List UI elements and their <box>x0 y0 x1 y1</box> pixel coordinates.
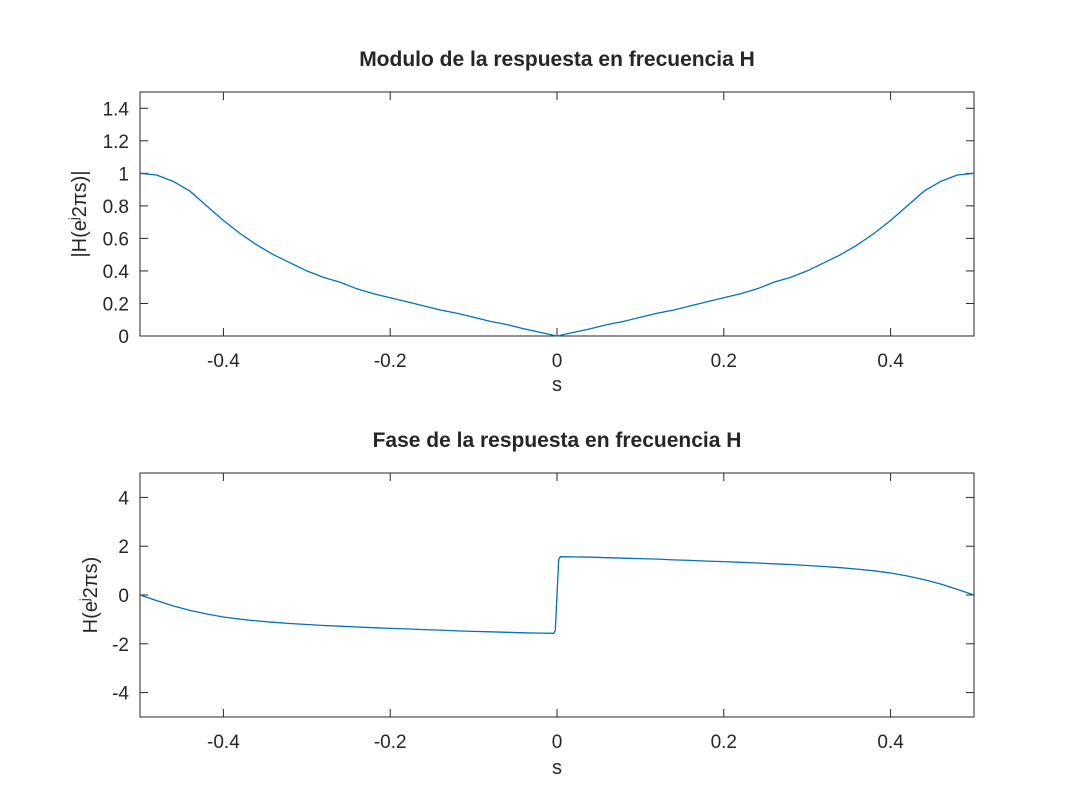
magnitude-y-tick-label: 0.2 <box>103 294 129 315</box>
phase-y-tick-label: 0 <box>118 586 129 607</box>
magnitude-x-tick-label: 0.4 <box>877 351 904 372</box>
magnitude-x-tick-label: 0.2 <box>711 351 737 372</box>
phase-x-axis-label: s <box>552 757 562 779</box>
magnitude-y-tick-label: 1.4 <box>103 99 130 120</box>
magnitude-chart-title: Modulo de la respuesta en frecuencia H <box>359 48 755 71</box>
magnitude-y-tick-label: 1 <box>118 164 129 185</box>
phase-x-tick-label: 0.2 <box>711 732 737 753</box>
magnitude-x-axis-label: s <box>552 374 562 396</box>
magnitude-x-tick-label: 0 <box>552 351 563 372</box>
phase-x-tick-label: -0.2 <box>374 732 407 753</box>
magnitude-x-tick-label: -0.2 <box>374 351 407 372</box>
phase-chart-title: Fase de la respuesta en frecuencia H <box>373 429 742 452</box>
magnitude-y-tick-label: 0.6 <box>103 229 129 250</box>
phase-x-tick-label: -0.4 <box>207 732 240 753</box>
phase-y-tick-label: -2 <box>112 635 129 656</box>
phase-x-tick-label: 0.4 <box>877 732 904 753</box>
magnitude-y-axis-label: |H(ej2πs)| <box>66 170 91 257</box>
magnitude-y-tick-label: 0.8 <box>103 197 129 218</box>
magnitude-x-tick-label: -0.4 <box>207 351 240 372</box>
phase-y-tick-label: 2 <box>118 537 129 558</box>
magnitude-y-tick-label: 0.4 <box>103 262 130 283</box>
magnitude-y-tick-label: 1.2 <box>103 132 129 153</box>
magnitude-y-tick-label: 0 <box>118 327 129 348</box>
phase-y-axis-label: H(ej2πs) <box>77 557 102 634</box>
magnitude-plot-area <box>140 92 974 336</box>
phase-y-tick-label: -4 <box>112 684 129 705</box>
phase-x-tick-label: 0 <box>552 732 563 753</box>
phase-y-tick-label: 4 <box>118 488 129 509</box>
